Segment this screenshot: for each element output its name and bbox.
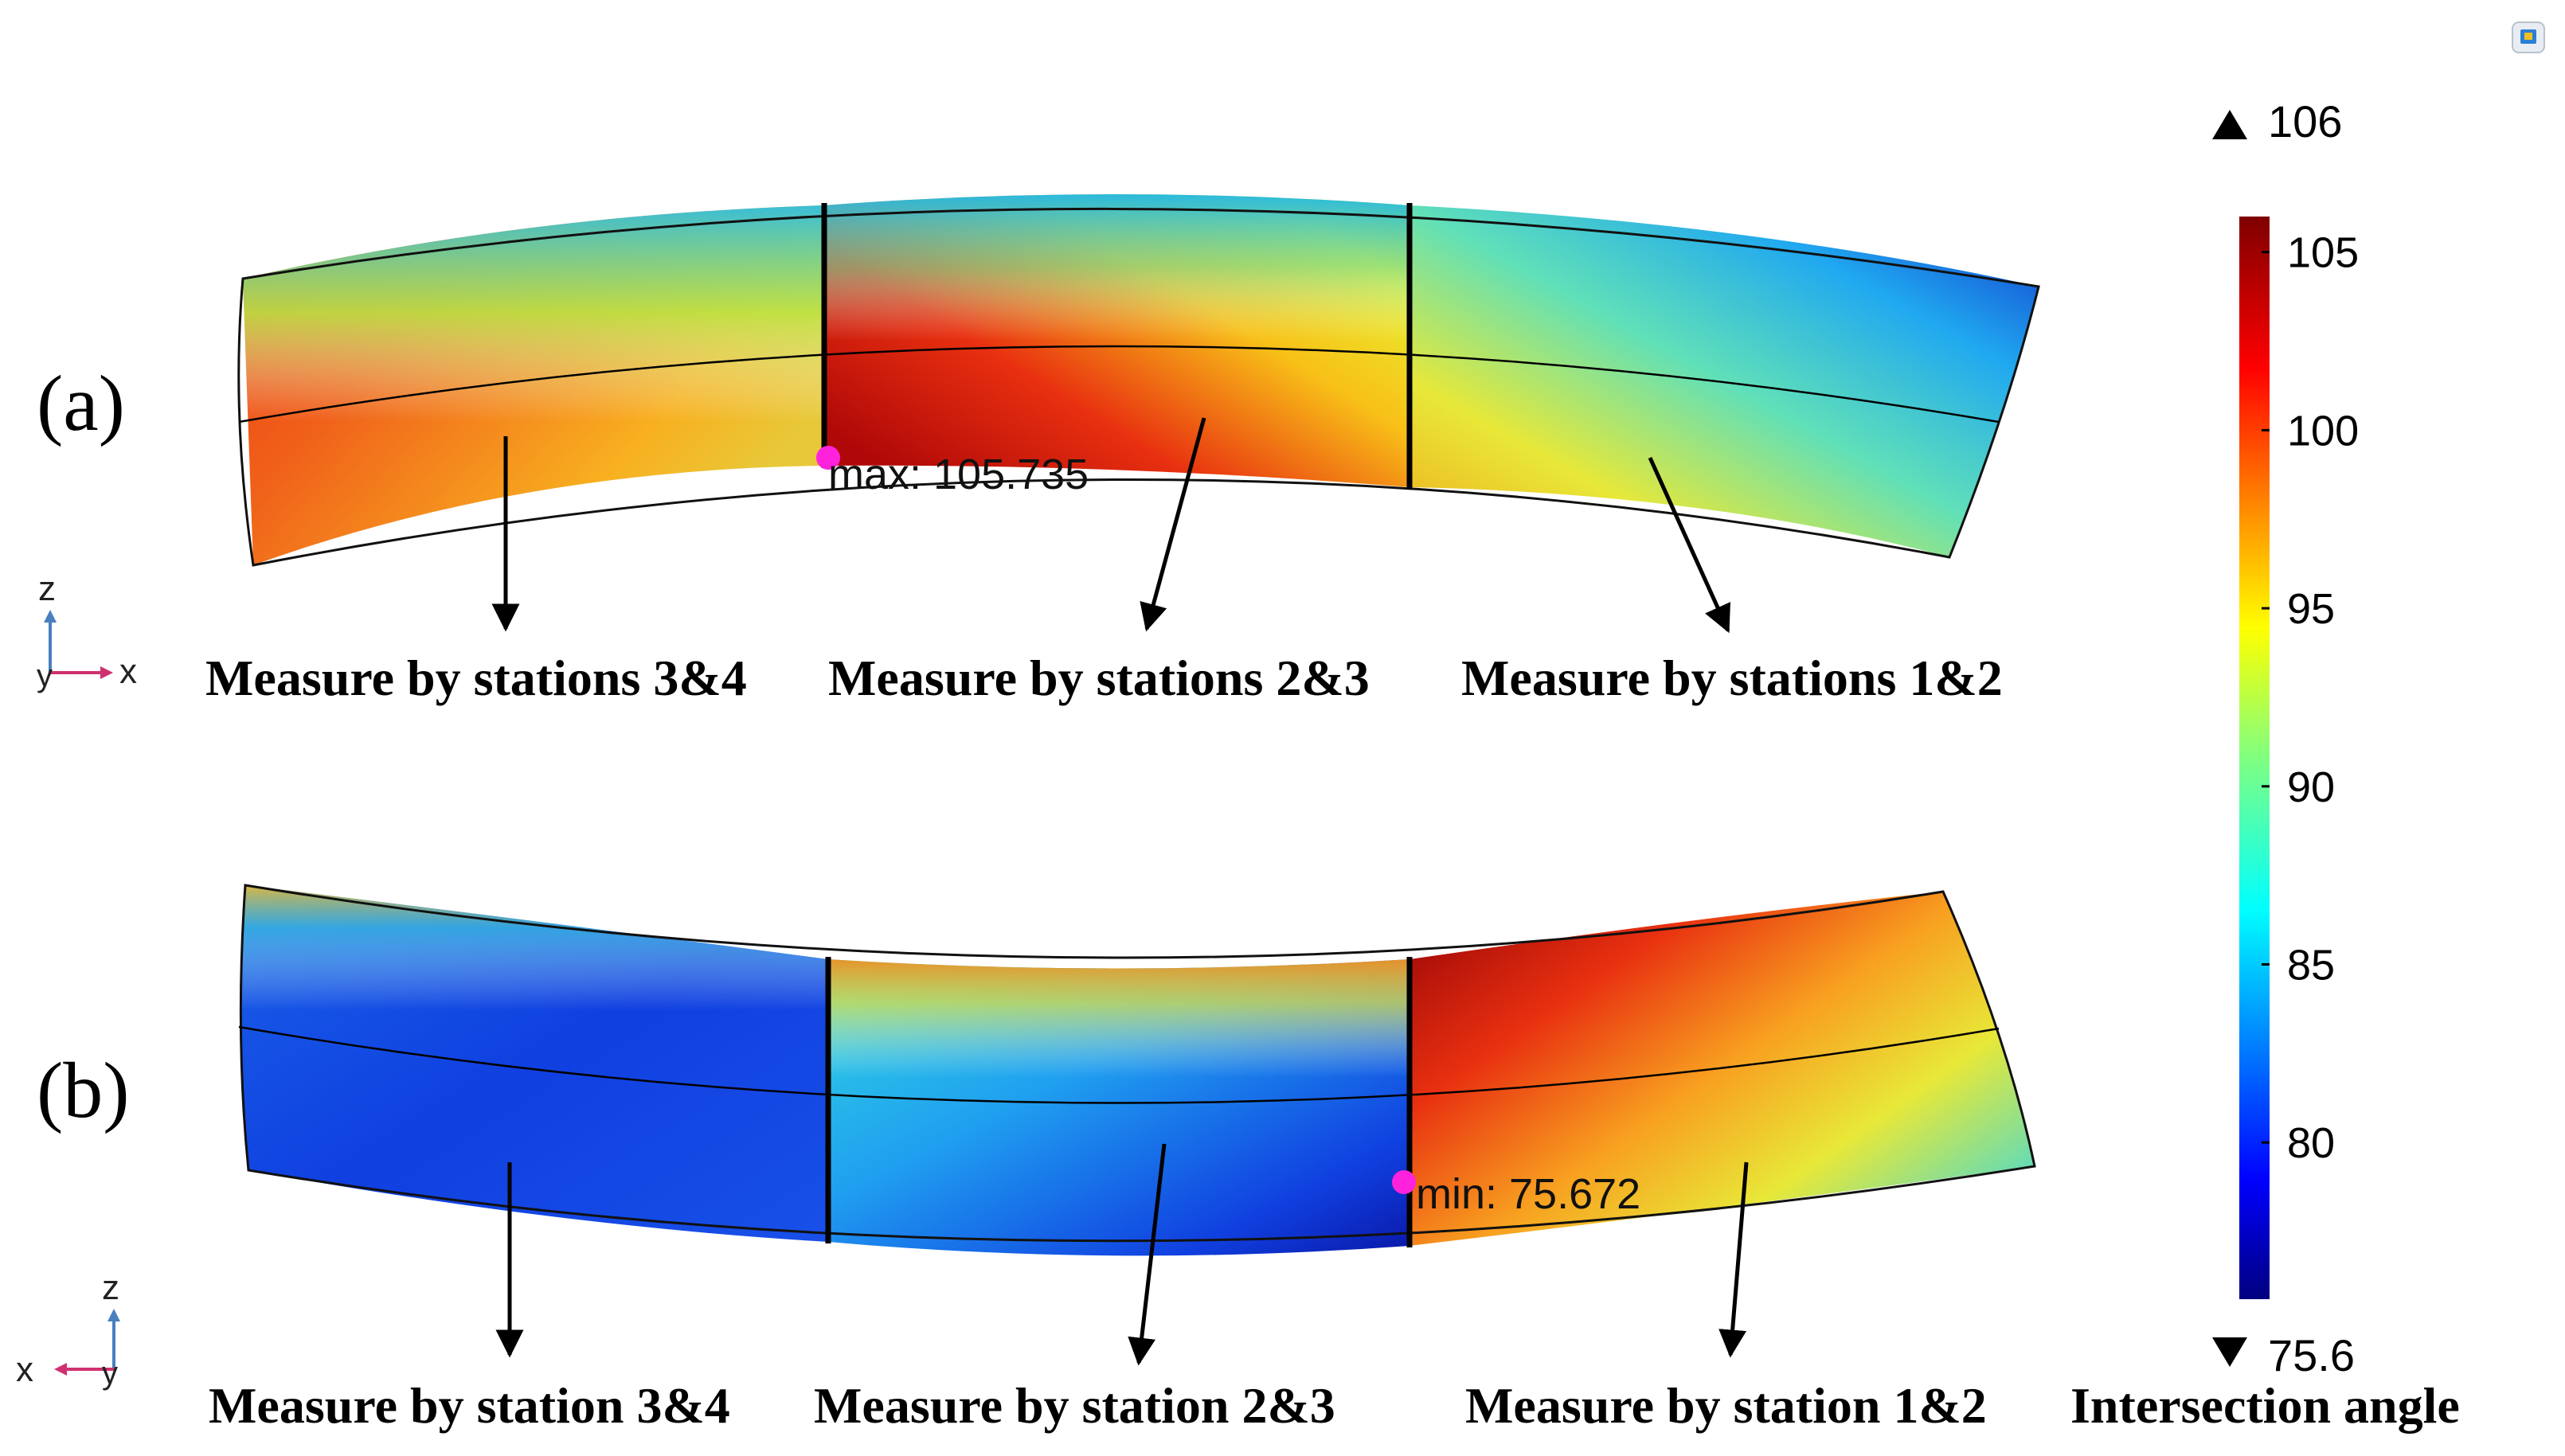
view-cube-icon[interactable] xyxy=(2512,21,2545,53)
panel-b: (b) min: 75.672 Measure by station 3&4 M… xyxy=(16,884,2036,1434)
colorbar-min-label: 75.6 xyxy=(2268,1330,2355,1380)
panel-a: (a) max: 105.735 Measure by stations 3&4… xyxy=(37,194,2040,706)
panel-b-label: (b) xyxy=(37,1046,130,1134)
panel-b-axis-y: y xyxy=(102,1356,118,1391)
colorbar-ticks: 105 100 95 90 85 80 xyxy=(2262,229,2359,1167)
panel-b-axis-triad: z x y xyxy=(16,1268,120,1391)
colorbar-tick-label: 105 xyxy=(2287,229,2359,277)
panel-b-caption-1: Measure by station 3&4 xyxy=(209,1377,730,1434)
panel-a-max-label: max: 105.735 xyxy=(828,451,1089,498)
panel-b-min-marker xyxy=(1392,1170,1416,1194)
panel-a-label: (a) xyxy=(37,359,125,447)
panel-b-caption-3: Measure by station 1&2 xyxy=(1465,1377,1987,1434)
panel-b-midline xyxy=(238,1025,2000,1104)
colorbar-tick-label: 80 xyxy=(2287,1119,2335,1167)
panel-a-max-marker xyxy=(816,446,840,470)
panel-a-axis-z: z xyxy=(38,569,56,608)
panel-a-outline xyxy=(237,207,2040,567)
panel-a-segment-1 xyxy=(243,205,824,565)
colorbar-tick-label: 90 xyxy=(2287,763,2335,811)
colorbar-title: Intersection angle xyxy=(2070,1377,2460,1434)
panel-b-outline xyxy=(239,884,2036,1243)
colorbar-max-triangle xyxy=(2212,110,2247,139)
panel-a-arrow-3 xyxy=(1648,456,1730,634)
panel-b-segment-2 xyxy=(828,959,1410,1256)
colorbar-tick-label: 100 xyxy=(2287,407,2359,455)
panel-a-axis-triad: z x y xyxy=(37,569,137,693)
panel-b-segment-1 xyxy=(240,885,828,1242)
colorbar-tick-label: 95 xyxy=(2287,585,2335,633)
panel-a-axis-y: y xyxy=(37,658,53,693)
panel-b-arrow-3 xyxy=(1718,1161,1749,1358)
colorbar-min-triangle xyxy=(2212,1337,2247,1367)
panel-a-caption-2: Measure by stations 2&3 xyxy=(828,650,1370,706)
panel-a-axis-x: x xyxy=(119,652,137,691)
panel-b-axis-x: x xyxy=(16,1350,33,1389)
panel-b-arrow-2 xyxy=(1128,1143,1167,1366)
panel-a-caption-3: Measure by stations 1&2 xyxy=(1461,650,2003,706)
colorbar-tick-label: 85 xyxy=(2287,941,2335,989)
panel-a-arrow-2 xyxy=(1140,417,1206,632)
colorbar-max-label: 106 xyxy=(2268,96,2342,146)
panel-b-axis-z: z xyxy=(102,1268,119,1307)
panel-a-caption-1: Measure by stations 3&4 xyxy=(205,650,747,706)
colorbar-gradient xyxy=(2239,217,2270,1299)
panel-a-segment-2 xyxy=(824,194,1410,487)
colorbar: 106 105 100 95 90 85 80 75.6 Intersection ang… xyxy=(2070,96,2460,1434)
panel-b-caption-2: Measure by station 2&3 xyxy=(814,1377,1335,1434)
panel-b-min-label: min: 75.672 xyxy=(1416,1170,1640,1218)
panel-a-midline xyxy=(238,345,2000,424)
